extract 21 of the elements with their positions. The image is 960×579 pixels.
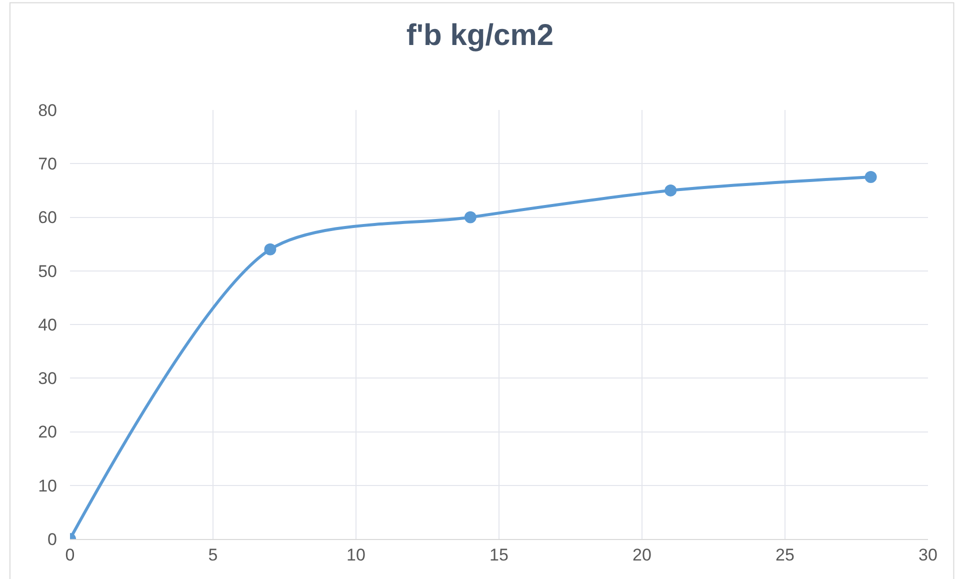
y-tick-label: 60 [38, 208, 57, 228]
x-tick-label: 0 [65, 545, 75, 564]
y-tick-label: 20 [38, 422, 57, 442]
y-tick-label: 40 [38, 315, 57, 334]
point [864, 171, 877, 184]
y-tick-label: 80 [38, 100, 57, 120]
y-tick-label: 70 [38, 154, 57, 174]
x-tick-label: 15 [490, 545, 508, 564]
y-tick-label: 50 [38, 262, 57, 281]
x-tick-label: 30 [918, 545, 938, 564]
x-tick-label: 5 [208, 545, 218, 564]
y-tick-label: 10 [38, 476, 57, 496]
chart-title: f'b kg/cm2 [406, 19, 554, 52]
y-tick-label: 0 [48, 530, 57, 549]
y-tick-label: 30 [38, 369, 57, 388]
x-tick-label: 20 [632, 545, 652, 564]
x-tick-label: 10 [346, 545, 366, 564]
point [464, 211, 476, 224]
point [664, 184, 677, 196]
x-tick-label: 25 [776, 545, 794, 564]
point [264, 243, 276, 256]
